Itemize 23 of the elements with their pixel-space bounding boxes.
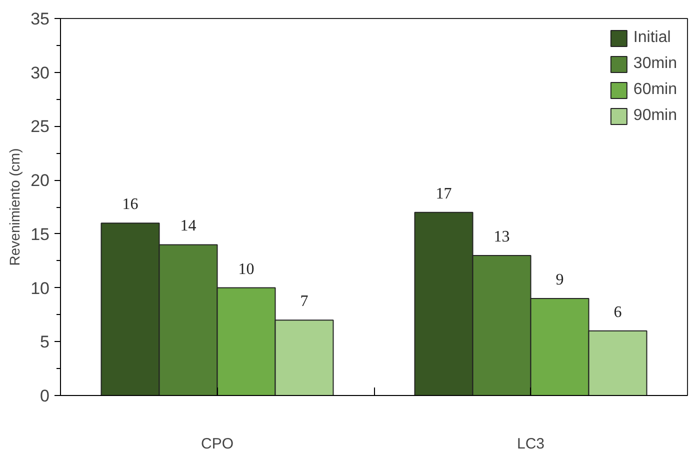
x-tick-label: CPO bbox=[201, 436, 234, 452]
data-label: 6 bbox=[614, 304, 622, 321]
data-label: 14 bbox=[180, 218, 196, 235]
y-tick-label: 30 bbox=[30, 63, 50, 82]
legend-label: 30min bbox=[633, 55, 677, 73]
x-tick-label: LC3 bbox=[516, 436, 545, 452]
data-label: 16 bbox=[122, 196, 138, 214]
y-tick-label: 15 bbox=[30, 224, 50, 244]
y-tick-label: 5 bbox=[40, 332, 50, 352]
y-tick-label: 10 bbox=[30, 278, 50, 298]
y-tick-label: 0 bbox=[40, 386, 50, 406]
y-tick-label: 20 bbox=[30, 171, 50, 190]
data-label: 9 bbox=[556, 272, 564, 289]
legend-label: Initial bbox=[633, 29, 671, 47]
data-label: 7 bbox=[300, 293, 308, 310]
y-axis-title: Revenimiento (cm) bbox=[6, 148, 23, 266]
legend-label: 60min bbox=[633, 81, 677, 99]
data-label: 10 bbox=[238, 260, 254, 278]
y-tick-label: 25 bbox=[30, 117, 50, 136]
legend-label: 90min bbox=[633, 107, 677, 125]
data-label: 17 bbox=[436, 185, 452, 202]
y-tick-label: 35 bbox=[30, 10, 50, 28]
data-label: 13 bbox=[494, 228, 510, 246]
